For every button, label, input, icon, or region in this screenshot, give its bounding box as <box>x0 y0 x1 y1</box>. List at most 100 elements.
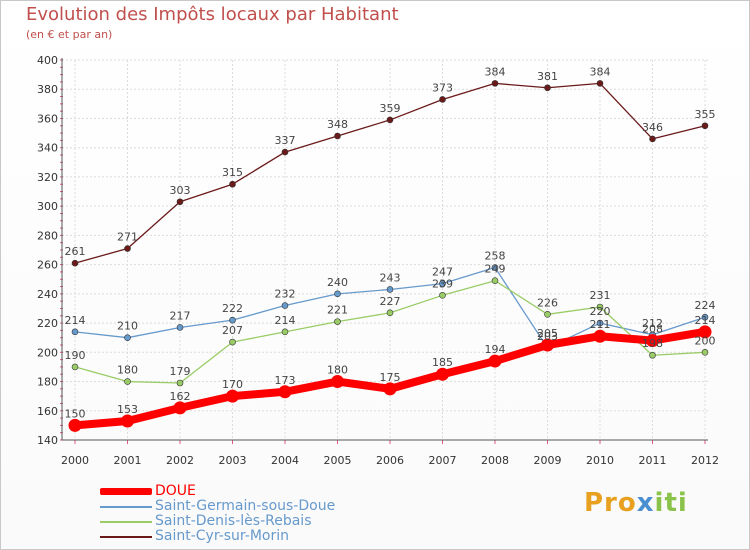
data-label-3: 384 <box>590 65 611 78</box>
data-label-2: 227 <box>380 295 401 308</box>
data-label-1: 247 <box>432 266 453 279</box>
series-point-3 <box>701 122 709 130</box>
series-point-1 <box>439 280 446 287</box>
y-tick-label: 300 <box>37 200 58 213</box>
series-point-1 <box>334 290 341 298</box>
data-label-0: 185 <box>432 356 453 369</box>
series-point-2 <box>334 318 341 325</box>
series-point-1 <box>386 286 394 293</box>
x-tick-label: 2000 <box>61 454 89 467</box>
series-point-0 <box>226 389 239 403</box>
data-label-0: 180 <box>327 364 348 377</box>
logo-part-1: Pro <box>584 488 637 518</box>
series-point-2 <box>649 351 656 359</box>
y-tick-label: 360 <box>37 112 58 125</box>
series-point-3 <box>281 148 289 156</box>
data-label-3: 359 <box>380 102 401 115</box>
data-label-1: 212 <box>642 317 663 330</box>
series-point-3 <box>491 80 499 87</box>
series-point-1 <box>71 328 79 336</box>
x-tick-label: 2003 <box>219 454 247 467</box>
series-point-0 <box>646 334 659 348</box>
x-tick-label: 2010 <box>586 454 614 467</box>
data-label-2: 249 <box>485 263 506 276</box>
series-point-2 <box>281 328 289 336</box>
series-point-1 <box>701 313 709 321</box>
data-label-0: 214 <box>695 314 716 327</box>
series-point-0 <box>173 401 187 415</box>
series-point-3 <box>334 132 341 140</box>
x-tick-label: 2008 <box>481 454 509 467</box>
data-label-1: 203 <box>537 330 558 343</box>
data-label-3: 381 <box>537 70 558 83</box>
x-tick-label: 2011 <box>639 454 667 467</box>
legend-swatch-saint-cyr <box>100 536 152 538</box>
series-point-2 <box>124 378 131 385</box>
series-point-2 <box>701 349 709 356</box>
series-point-3 <box>386 116 394 124</box>
y-tick-label: 380 <box>37 83 58 96</box>
y-tick-label: 180 <box>37 376 58 389</box>
data-label-0: 205 <box>537 327 558 340</box>
data-label-0: 211 <box>590 318 611 331</box>
legend-swatch-doue <box>100 488 152 495</box>
series-point-0 <box>121 414 134 428</box>
data-label-3: 348 <box>327 118 348 131</box>
series-point-0 <box>593 329 607 343</box>
series-point-0 <box>383 382 397 396</box>
y-tick-label: 340 <box>37 142 58 155</box>
y-tick-label: 240 <box>37 288 58 301</box>
series-point-0 <box>541 338 554 352</box>
data-label-3: 346 <box>642 121 663 134</box>
proxiti-logo: Proxiti <box>584 488 688 518</box>
data-label-0: 194 <box>485 343 506 356</box>
y-tick-label: 320 <box>37 171 58 184</box>
y-tick-label: 260 <box>37 259 58 272</box>
data-label-1: 232 <box>275 288 296 301</box>
data-label-2: 198 <box>642 337 663 350</box>
legend-label-saint-cyr: Saint-Cyr-sur-Morin <box>155 528 289 544</box>
series-point-2 <box>544 311 551 318</box>
x-tick-label: 2009 <box>534 454 562 467</box>
data-label-0: 173 <box>275 374 296 387</box>
series-point-3 <box>124 245 131 252</box>
data-label-1: 224 <box>695 299 716 312</box>
data-label-1: 258 <box>485 250 506 263</box>
logo-part-3: iti <box>654 488 688 518</box>
data-label-1: 210 <box>117 320 138 333</box>
y-tick-label: 280 <box>37 229 58 242</box>
data-label-2: 200 <box>695 334 716 347</box>
series-point-3 <box>596 80 604 87</box>
series-point-2 <box>176 379 184 387</box>
x-tick-label: 2002 <box>166 454 194 467</box>
data-label-1: 222 <box>222 302 243 315</box>
x-tick-label: 2001 <box>114 454 142 467</box>
series-point-2 <box>229 338 236 346</box>
data-label-2: 226 <box>537 296 558 309</box>
data-label-2: 179 <box>170 365 191 378</box>
series-point-1 <box>124 334 131 341</box>
series-point-3 <box>71 259 79 267</box>
data-label-3: 303 <box>170 184 191 197</box>
data-label-2: 180 <box>117 364 138 377</box>
data-label-3: 337 <box>275 134 296 147</box>
logo-part-2: x <box>636 488 655 518</box>
series-point-3 <box>229 180 236 188</box>
y-tick-label: 160 <box>37 405 58 418</box>
series-point-0 <box>698 325 712 339</box>
series-point-2 <box>71 363 79 371</box>
series-point-1 <box>596 319 604 327</box>
x-tick-label: 2007 <box>429 454 457 467</box>
y-tick-label: 200 <box>37 346 58 359</box>
series-point-0 <box>68 418 82 432</box>
data-label-1: 243 <box>380 271 401 284</box>
data-label-3: 355 <box>695 108 716 121</box>
y-tick-label: 140 <box>37 434 58 447</box>
data-label-0: 175 <box>380 371 401 384</box>
series-point-1 <box>176 324 184 331</box>
series-point-0 <box>436 367 449 381</box>
data-label-0: 208 <box>642 323 663 336</box>
x-tick-label: 2012 <box>691 454 719 467</box>
data-label-2: 190 <box>65 349 86 362</box>
data-label-0: 170 <box>222 378 243 391</box>
